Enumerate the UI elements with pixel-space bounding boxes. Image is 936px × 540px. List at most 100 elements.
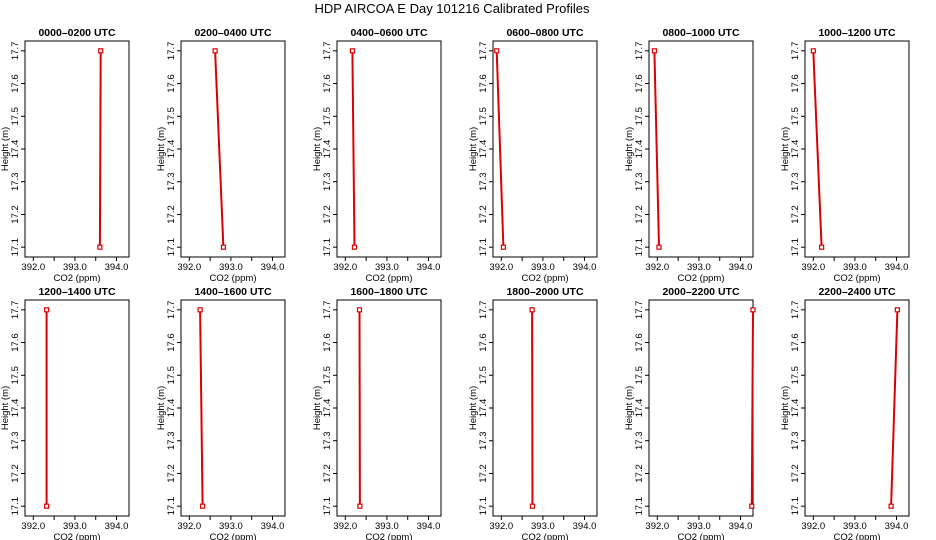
y-tick-label: 17.6 (478, 333, 489, 352)
plot-frame (492, 299, 598, 517)
panel-title: 1400–1600 UTC (194, 286, 271, 298)
x-tick-label: 392.0 (21, 521, 45, 532)
y-tick-label: 17.4 (790, 399, 801, 418)
plot-frame (24, 299, 130, 517)
x-tick-label: 392.0 (333, 521, 357, 532)
x-tick-label: 394.0 (105, 262, 129, 273)
plot-frame (648, 299, 754, 517)
plot-frame (180, 40, 286, 258)
y-axis-label: Height (m) (468, 386, 479, 430)
y-tick-label: 17.2 (634, 464, 645, 483)
y-tick-label: 17.4 (322, 399, 333, 418)
data-point (349, 48, 355, 54)
y-tick-label: 17.6 (322, 333, 333, 352)
y-tick-label: 17.1 (634, 238, 645, 257)
y-tick-label: 17.7 (322, 42, 333, 61)
x-axis-label: CO2 (ppm) (210, 532, 257, 540)
x-tick-label: 392.0 (333, 262, 357, 273)
y-tick-label: 17.7 (322, 301, 333, 320)
y-tick-label: 17.5 (166, 366, 177, 385)
profile-line (199, 309, 204, 507)
panel-title: 1200–1400 UTC (38, 286, 115, 298)
y-tick-label: 17.2 (634, 205, 645, 224)
y-tick-label: 17.3 (478, 172, 489, 191)
y-tick-label: 17.4 (634, 399, 645, 418)
y-tick-label: 17.7 (790, 42, 801, 61)
y-axis-label: Height (m) (624, 386, 635, 430)
x-axis-label: CO2 (ppm) (522, 273, 569, 284)
x-tick-label: 392.0 (801, 521, 825, 532)
y-tick-label: 17.2 (322, 205, 333, 224)
panel-title: 0400–0600 UTC (350, 27, 427, 39)
x-axis-label: CO2 (ppm) (678, 532, 725, 540)
plot-frame (648, 40, 754, 258)
y-tick-label: 17.1 (166, 238, 177, 257)
x-axis-label: CO2 (ppm) (834, 532, 881, 540)
y-tick-label: 17.2 (10, 464, 21, 483)
y-tick-label: 17.7 (478, 42, 489, 61)
x-tick-label: 394.0 (729, 521, 753, 532)
y-tick-label: 17.6 (634, 333, 645, 352)
data-point (357, 503, 363, 509)
plot-frame (24, 40, 130, 258)
x-axis-label: CO2 (ppm) (678, 273, 725, 284)
y-axis-label: Height (m) (156, 127, 167, 171)
data-point (894, 307, 900, 313)
panel-title: 0000–0200 UTC (38, 27, 115, 39)
data-point (500, 244, 506, 250)
panel: 1400–1600 UTC 392.0 393.0 394.0 17.1 17.2 17.3… (156, 286, 286, 540)
x-tick-label: 394.0 (573, 521, 597, 532)
data-point (810, 48, 816, 54)
x-tick-label: 392.0 (645, 521, 669, 532)
y-tick-label: 17.5 (10, 366, 21, 385)
panel: 0200–0400 UTC 392.0 393.0 394.0 17.1 17.2 17.3… (156, 27, 286, 284)
data-point (197, 307, 203, 313)
panel: 2200–2400 UTC 392.0 393.0 394.0 17.1 17.2 17.3… (780, 286, 910, 540)
x-tick-label: 393.0 (375, 521, 399, 532)
y-tick-label: 17.2 (166, 205, 177, 224)
y-tick-label: 17.1 (634, 497, 645, 516)
panel: 2000–2200 UTC 392.0 393.0 394.0 17.1 17.2 17.3… (624, 286, 756, 540)
profile-line (890, 309, 899, 507)
x-tick-label: 394.0 (729, 262, 753, 273)
x-tick-label: 393.0 (687, 262, 711, 273)
y-tick-label: 17.5 (322, 107, 333, 126)
panel: 0800–1000 UTC 392.0 393.0 394.0 17.1 17.2 17.3… (624, 27, 754, 284)
panel: 1600–1800 UTC 392.0 393.0 394.0 17.1 17.2 17.3… (312, 286, 442, 540)
plot-frame (336, 299, 442, 517)
x-tick-label: 393.0 (375, 262, 399, 273)
x-tick-label: 394.0 (417, 262, 441, 273)
x-tick-label: 392.0 (489, 521, 513, 532)
data-point (356, 307, 363, 313)
y-tick-label: 17.2 (790, 464, 801, 483)
data-point (44, 503, 50, 509)
x-tick-label: 393.0 (63, 262, 87, 273)
panel-title: 1800–2000 UTC (506, 286, 583, 298)
y-tick-label: 17.2 (790, 205, 801, 224)
y-tick-label: 17.7 (166, 301, 177, 320)
x-tick-label: 394.0 (105, 521, 129, 532)
y-tick-label: 17.4 (478, 140, 489, 159)
y-tick-label: 17.6 (322, 74, 333, 93)
x-tick-label: 394.0 (573, 262, 597, 273)
panel: 0400–0600 UTC 392.0 393.0 394.0 17.1 17.2 17.3… (312, 27, 442, 284)
y-tick-label: 17.4 (322, 140, 333, 159)
y-tick-label: 17.5 (322, 366, 333, 385)
y-tick-label: 17.3 (10, 172, 21, 191)
profile-line (214, 50, 225, 248)
data-point (351, 244, 358, 250)
y-tick-label: 17.1 (322, 238, 333, 257)
profile-line (351, 50, 356, 248)
y-tick-label: 17.1 (478, 497, 489, 516)
y-tick-label: 17.4 (166, 140, 177, 159)
profile-line (812, 50, 823, 248)
y-tick-label: 17.6 (166, 74, 177, 93)
data-point (651, 48, 658, 54)
x-tick-label: 392.0 (801, 262, 825, 273)
y-tick-label: 17.3 (634, 431, 645, 450)
y-axis-label: Height (m) (312, 386, 323, 430)
x-tick-label: 394.0 (261, 521, 285, 532)
y-tick-label: 17.3 (634, 172, 645, 191)
y-tick-label: 17.5 (478, 366, 489, 385)
